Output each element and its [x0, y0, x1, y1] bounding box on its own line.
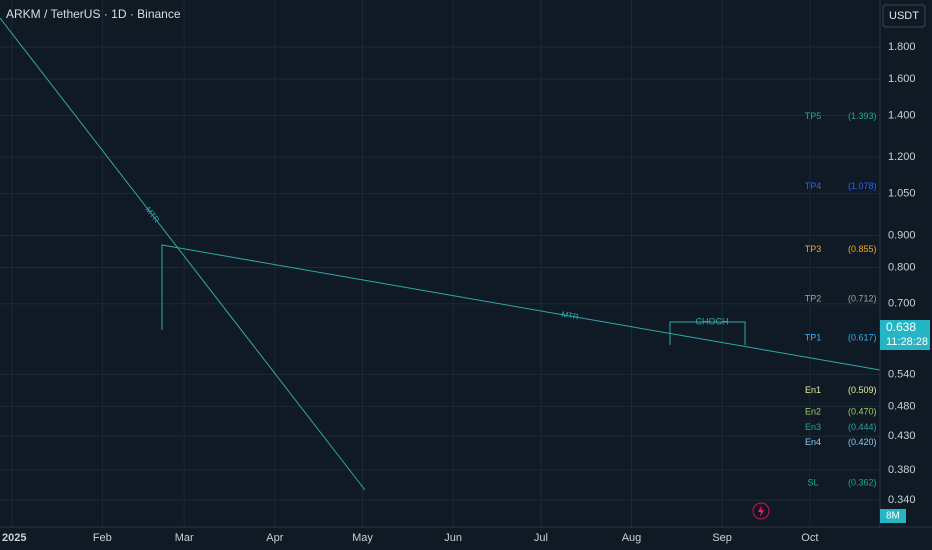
level-name: TP5 [805, 111, 822, 121]
trend-line [0, 17, 366, 491]
x-tick-label: May [352, 532, 373, 544]
y-tick-label: 1.200 [888, 151, 916, 163]
y-tick-label: 1.400 [888, 109, 916, 121]
level-name: TP2 [805, 294, 822, 304]
y-tick-label: 0.380 [888, 464, 916, 476]
volume-label-box [880, 509, 906, 523]
y-tick-label: 0.700 [888, 298, 916, 310]
level-name: TP3 [805, 244, 822, 254]
alert-icon [758, 505, 764, 517]
last-price-label: 0.638 [886, 320, 916, 334]
annotation: MTR [561, 310, 580, 322]
y-tick-label: 1.050 [888, 187, 916, 199]
currency-label[interactable]: USDT [889, 10, 919, 22]
level-value: (0.617) [848, 332, 877, 342]
level-value: (0.855) [848, 244, 877, 254]
x-tick-label: 2025 [2, 532, 26, 544]
y-tick-label: 0.480 [888, 400, 916, 412]
y-tick-label: 0.900 [888, 229, 916, 241]
drawings: MTR MTR CHOCH [0, 17, 880, 491]
x-tick-label: Mar [175, 532, 194, 544]
y-tick-label: 0.540 [888, 368, 916, 380]
y-tick-label: 1.800 [888, 41, 916, 53]
level-value: (0.470) [848, 406, 877, 416]
axes: 0.340 0.380 0.430 0.480 0.540 0.700 0.800 0.900… [2, 41, 930, 544]
y-tick-label: 1.600 [888, 73, 916, 85]
grid [0, 0, 880, 527]
level-name: En3 [805, 422, 821, 432]
annotation: CHOCH [696, 316, 729, 326]
level-value: (1.393) [848, 111, 877, 121]
x-tick-label: Apr [266, 532, 283, 544]
x-tick-label: Oct [801, 532, 818, 544]
countdown-label: 11:28:28 [886, 336, 928, 348]
level-name: TP1 [805, 332, 822, 342]
level-name: TP4 [805, 181, 822, 191]
trend-line [161, 244, 880, 371]
last-price-box [880, 320, 930, 351]
x-tick-label: Aug [622, 532, 642, 544]
level-value: (0.712) [848, 294, 877, 304]
level-name: En4 [805, 437, 821, 447]
level-value: (0.362) [848, 477, 877, 487]
level-value: (0.420) [848, 437, 877, 447]
currency-button[interactable] [882, 4, 926, 28]
x-tick-label: Feb [93, 532, 112, 544]
choch-line [669, 321, 746, 345]
x-tick-label: Jul [534, 532, 548, 544]
level-value: (0.444) [848, 422, 877, 432]
level-name: SL [807, 477, 818, 487]
level-value: (0.509) [848, 385, 877, 395]
x-tick-label: Sep [712, 532, 732, 544]
x-tick-label: Jun [444, 532, 462, 544]
symbol-title: ARKM / TetherUS · 1D · Binance [6, 7, 181, 21]
y-tick-label: 0.430 [888, 430, 916, 442]
y-tick-label: 0.800 [888, 261, 916, 273]
level-name: En1 [805, 385, 821, 395]
level-value: (1.078) [848, 181, 877, 191]
y-tick-label: 0.340 [888, 494, 916, 506]
volume-label: 8M [886, 511, 900, 522]
level-name: En2 [805, 406, 821, 416]
